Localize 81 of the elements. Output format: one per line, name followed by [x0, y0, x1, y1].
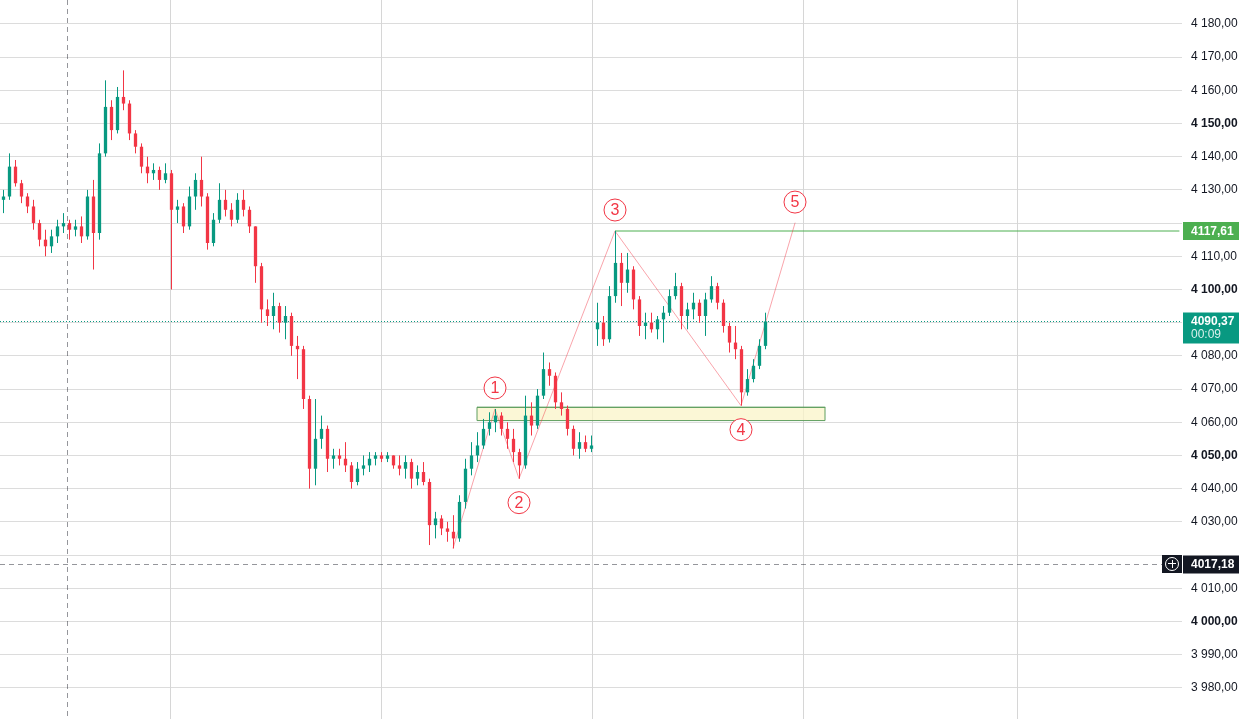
y-tick-label: 4 110,00: [1191, 248, 1238, 263]
candlestick: [109, 99, 114, 141]
y-tick-label: 4 080,00: [1191, 348, 1239, 363]
candlestick: [277, 302, 282, 334]
candlestick: [409, 458, 414, 490]
y-tick-label: 4 010,00: [1191, 580, 1239, 595]
candlestick: [241, 189, 246, 217]
annotation: 3: [610, 201, 620, 219]
candlestick: [475, 431, 480, 463]
candlestick: [235, 192, 240, 224]
y-tick-label: 4 050,00: [1191, 447, 1239, 462]
candlestick: [19, 179, 24, 204]
y-tick-label: 4 140,00: [1191, 148, 1239, 163]
candlestick: [421, 461, 426, 486]
candlestick: [49, 229, 54, 254]
annotation: 2: [514, 494, 524, 512]
candlestick: [403, 454, 408, 480]
candlestick: [703, 292, 708, 337]
candlestick: [667, 288, 672, 317]
candlestick: [757, 338, 762, 370]
candlestick: [577, 431, 582, 460]
candlestick: [565, 405, 570, 437]
candlestick: [67, 219, 72, 241]
candlestick: [487, 411, 492, 437]
data-label: 4117,61: [1191, 223, 1235, 238]
candlestick: [223, 189, 228, 217]
y-tick-label: 4 060,00: [1191, 414, 1239, 429]
y-tick-label: 4 160,00: [1191, 82, 1239, 97]
candlestick: [727, 322, 732, 354]
y-tick-label: 4 000,00: [1191, 613, 1239, 628]
candlestick: [163, 162, 168, 184]
candlestick: [211, 212, 216, 247]
candlestick: [331, 448, 336, 470]
candlestick: [199, 156, 204, 207]
candlestick: [181, 202, 186, 234]
candlestick: [361, 454, 366, 476]
candlestick: [79, 215, 84, 244]
y-tick-label: 3 980,00: [1191, 680, 1239, 695]
candlestick: [529, 401, 534, 437]
candlestick: [673, 272, 678, 300]
y-tick-label: 4 100,00: [1191, 281, 1239, 296]
y-tick-label: 4 030,00: [1191, 514, 1239, 529]
candlestick: [133, 129, 138, 154]
ref-line-label: 4090,37 00:09: [1191, 314, 1235, 342]
candlestick: [415, 464, 420, 486]
annotation: 1: [490, 379, 500, 397]
candlestick: [217, 182, 222, 224]
candlestick: [319, 415, 324, 450]
candlestick: [571, 425, 576, 456]
candlestick: [445, 521, 450, 543]
candlestick: [229, 202, 234, 227]
y-tick-label: 4 170,00: [1191, 49, 1239, 64]
candlestick: [685, 302, 690, 330]
candlestick: [55, 219, 60, 244]
candlestick: [175, 199, 180, 224]
candlestick: [721, 298, 726, 334]
y-tick-label: 4 180,00: [1191, 16, 1239, 31]
candlestick: [37, 219, 42, 247]
candlestick: [715, 282, 720, 310]
candlestick: [271, 292, 276, 330]
candlestick: [505, 421, 510, 450]
candlestick: [547, 361, 552, 387]
y-tick-label: 3 990,00: [1191, 646, 1239, 661]
candlestick: [31, 199, 36, 231]
candlestick: [139, 142, 144, 174]
ref-line-label: 4017,18: [1191, 557, 1235, 572]
candlestick: [559, 391, 564, 417]
candlestick: [397, 454, 402, 476]
y-tick-label: 4 070,00: [1191, 381, 1239, 396]
y-tick-label: 4 130,00: [1191, 182, 1239, 197]
candlestick: [265, 298, 270, 327]
annotation: 4: [736, 421, 746, 439]
candlestick: [157, 166, 162, 191]
annotation: 5: [790, 193, 800, 211]
candlestick: [121, 69, 126, 111]
candlestick: [349, 461, 354, 490]
candlestick: [469, 441, 474, 476]
candlestick: [619, 252, 624, 307]
y-tick-label: 4 040,00: [1191, 480, 1239, 495]
y-tick-label: 4 150,00: [1191, 115, 1239, 130]
candlestick: [193, 172, 198, 211]
